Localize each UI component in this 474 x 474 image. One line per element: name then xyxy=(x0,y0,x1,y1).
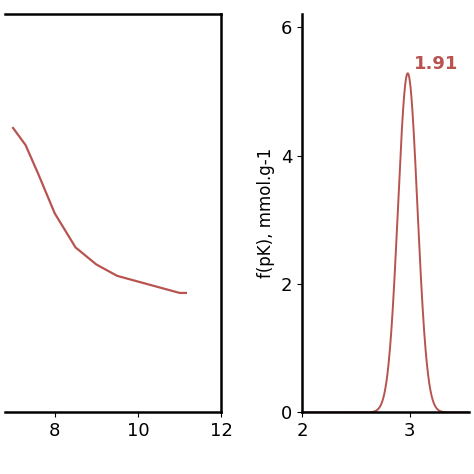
Y-axis label: f(pK), mmol.g-1: f(pK), mmol.g-1 xyxy=(257,148,275,278)
Text: 1.91: 1.91 xyxy=(414,55,458,73)
